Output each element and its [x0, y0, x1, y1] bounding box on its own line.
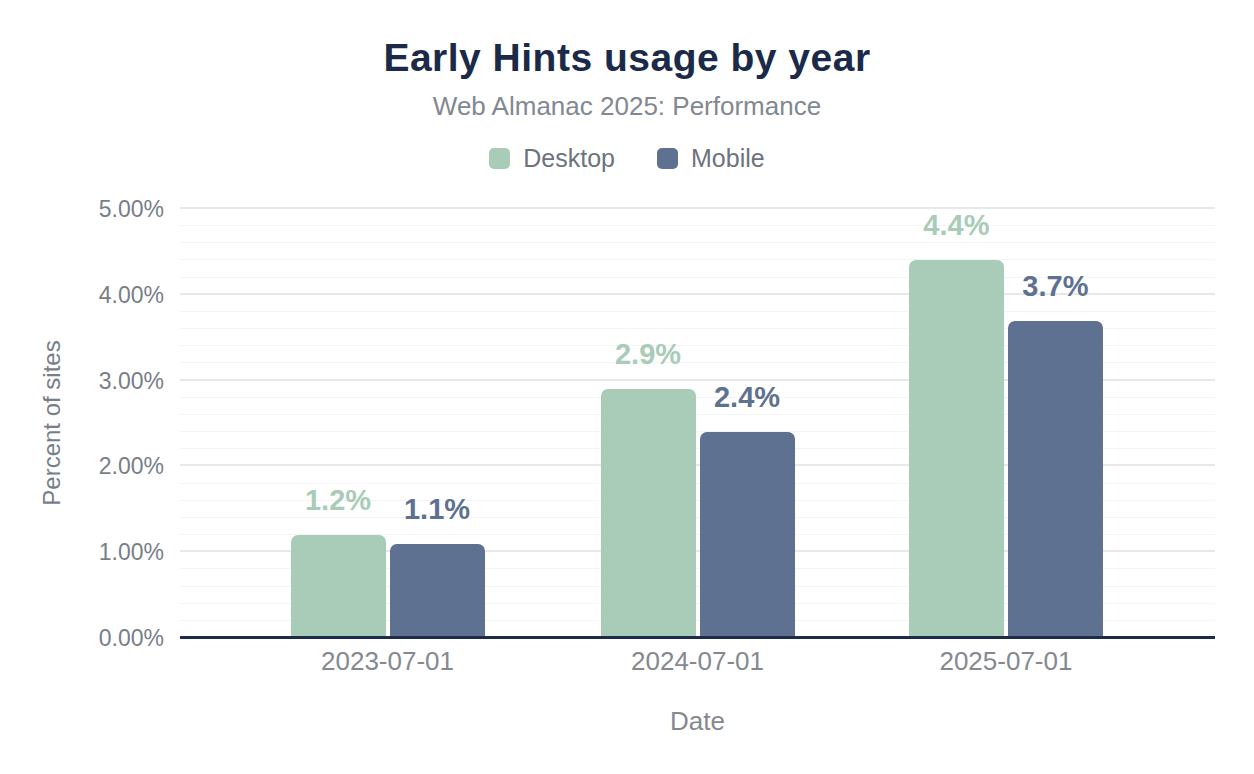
x-axis-tick-label: 2025-07-01	[939, 646, 1072, 677]
y-axis-tick-labels: 0.00%1.00%2.00%3.00%4.00%5.00%	[0, 209, 164, 638]
bar-desktop-2024-07-01[interactable]: 2.9%	[601, 389, 696, 638]
y-axis-tick-label: 0.00%	[99, 625, 164, 652]
x-axis-title: Date	[180, 706, 1215, 737]
bar-mobile-2025-07-01[interactable]: 3.7%	[1008, 321, 1103, 638]
legend: Desktop Mobile	[0, 144, 1254, 173]
bar-value-label: 2.4%	[714, 381, 780, 414]
x-axis-tick-label: 2024-07-01	[631, 646, 764, 677]
bar-value-label: 4.4%	[923, 209, 989, 242]
bar-value-label: 1.2%	[305, 484, 371, 517]
bar-value-label: 3.7%	[1022, 270, 1088, 303]
bar-group-2025-07-01: 4.4%3.7%	[909, 209, 1103, 638]
bar-value-label: 1.1%	[404, 493, 470, 526]
y-axis-title: Percent of sites	[38, 340, 66, 505]
legend-item-desktop[interactable]: Desktop	[489, 144, 615, 173]
legend-label: Desktop	[523, 144, 615, 173]
chart-subtitle: Web Almanac 2025: Performance	[0, 91, 1254, 122]
y-axis-tick-label: 5.00%	[99, 196, 164, 223]
y-axis-tick-label: 4.00%	[99, 281, 164, 308]
x-axis-line	[180, 636, 1215, 639]
y-axis-tick-label: 2.00%	[99, 453, 164, 480]
chart-figure: Early Hints usage by year Web Almanac 20…	[0, 0, 1254, 774]
x-axis-tick-label: 2023-07-01	[321, 646, 454, 677]
x-axis-tick-labels: 2023-07-01 2024-07-01 2025-07-01	[180, 646, 1215, 676]
bar-value-label: 2.9%	[615, 338, 681, 371]
chart-title: Early Hints usage by year	[0, 36, 1254, 80]
bar-desktop-2023-07-01[interactable]: 1.2%	[291, 535, 386, 638]
bar-desktop-2025-07-01[interactable]: 4.4%	[909, 260, 1004, 638]
legend-label: Mobile	[691, 144, 765, 173]
bar-mobile-2024-07-01[interactable]: 2.4%	[700, 432, 795, 638]
y-axis-tick-label: 1.00%	[99, 539, 164, 566]
bar-group-2023-07-01: 1.2%1.1%	[291, 209, 485, 638]
bar-group-2024-07-01: 2.9%2.4%	[601, 209, 795, 638]
legend-swatch-mobile	[657, 148, 678, 169]
y-axis-tick-label: 3.00%	[99, 367, 164, 394]
legend-swatch-desktop	[489, 148, 510, 169]
plot-area: 1.2%1.1%2.9%2.4%4.4%3.7%	[180, 209, 1215, 638]
bar-mobile-2023-07-01[interactable]: 1.1%	[390, 544, 485, 638]
legend-item-mobile[interactable]: Mobile	[657, 144, 765, 173]
